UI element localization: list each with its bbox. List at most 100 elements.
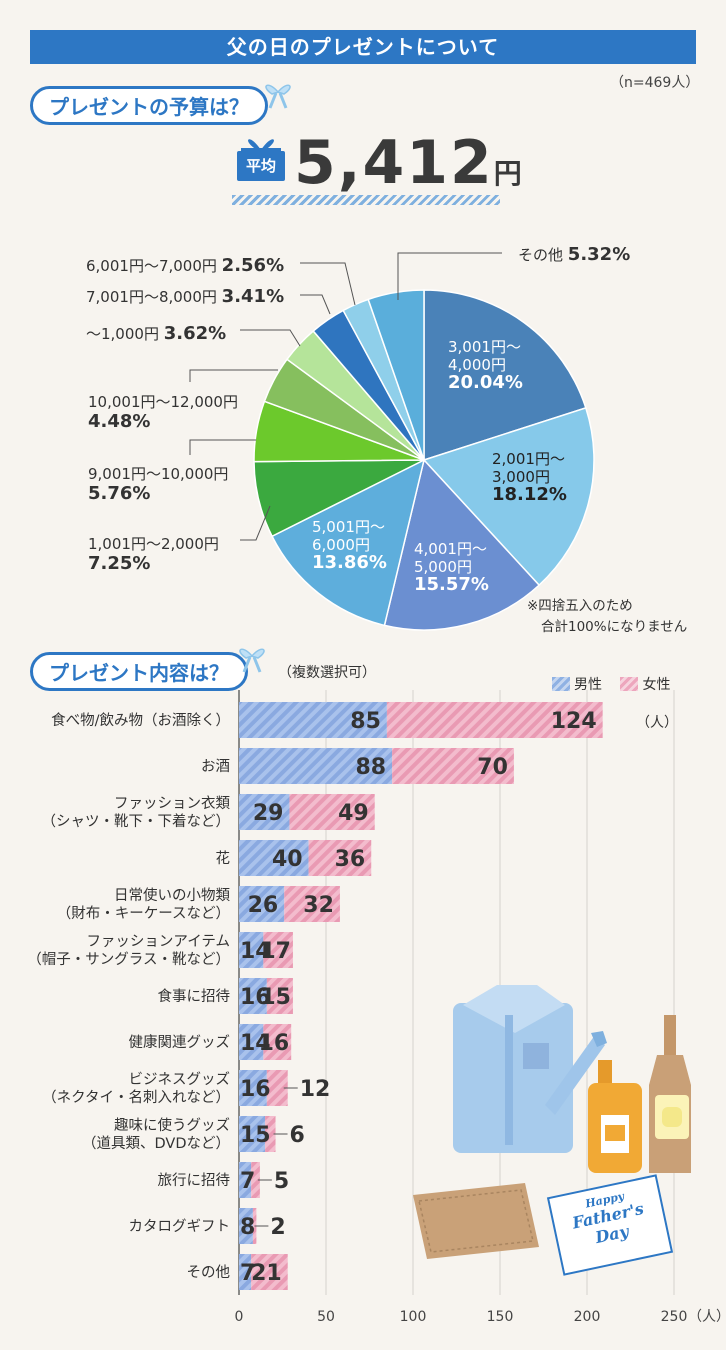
- bar-male-2: [239, 794, 290, 830]
- x-tick-label-200: 200: [574, 1309, 601, 1325]
- bar-male-9: [239, 1116, 266, 1152]
- bar-female-8: [266, 1070, 288, 1106]
- bar-female-10: [251, 1162, 260, 1198]
- ribbon-icon: [265, 84, 291, 109]
- page-title: 父の日のプレゼントについて: [30, 30, 696, 64]
- bar-male-value-9: 15: [240, 1123, 271, 1148]
- pie-leader-line-0: [397, 252, 502, 300]
- bar-female-1: [392, 748, 514, 784]
- bar-male-5: [239, 932, 264, 968]
- legend-swatch-male: [552, 677, 570, 691]
- bar-female-value-5: 17: [260, 939, 291, 964]
- ribbon-icon: [239, 648, 265, 673]
- pie-label-5001-6000-text: 5,001円～6,000円: [312, 518, 385, 554]
- x-tick-label-0: 0: [235, 1309, 244, 1325]
- rounding-note-line1: ※四捨五入のため: [527, 598, 633, 614]
- bar-female-value-9: 6: [290, 1123, 305, 1148]
- bar-female-9: [265, 1116, 276, 1152]
- category-label-3-0: 花: [216, 850, 231, 867]
- bar-female-2: [289, 794, 375, 830]
- pie-value-5001-6000: 13.86%: [312, 552, 387, 573]
- pie-value-7001-8000: 3.41%: [221, 286, 285, 307]
- gift-illustration: [413, 985, 691, 1259]
- pie-slice-1: [422, 406, 595, 587]
- bar-male-value-0: 85: [350, 709, 381, 734]
- category-label-6-0: 食事に招待: [158, 988, 231, 1005]
- x-tick-label-150: 150: [487, 1309, 514, 1325]
- category-label-9-1: （道具類、DVDなど）: [82, 1135, 230, 1152]
- pie-label-1001-2000-text: 1,001円～2,000円: [88, 535, 219, 553]
- bar-male-value-7: 14: [240, 1031, 271, 1056]
- sample-size: （n=469人）: [610, 75, 700, 91]
- legend-label-male: 男性: [574, 677, 602, 693]
- legend-swatch-female: [620, 677, 639, 691]
- pie-value-under-1000: 3.62%: [163, 323, 227, 344]
- pie-leader-line-6: [240, 505, 271, 541]
- category-label-2-1: （シャツ・靴下・下着など）: [42, 813, 231, 830]
- pie-label-9001-10000: 9,001円～10,000円 5.76%: [88, 464, 228, 504]
- pie-leader-line-1: [300, 262, 356, 306]
- bar-female-value-11: 2: [270, 1215, 285, 1240]
- pie-label-other-text: その他: [518, 246, 564, 264]
- pie-slice-3: [271, 458, 426, 627]
- sake-bottle-icon: [649, 1015, 691, 1173]
- pie-value-other: 5.32%: [567, 244, 631, 265]
- category-label-5-1: （帽子・サングラス・靴など）: [27, 951, 230, 968]
- category-label-7-0: 健康関連グッズ: [129, 1034, 231, 1051]
- pie-label-4001-5000-text: 4,001円～5,000円: [414, 540, 487, 576]
- x-tick-label-250: 250: [661, 1309, 688, 1325]
- wallet-icon: [413, 1183, 539, 1259]
- x-tick-label-100: 100: [400, 1309, 427, 1325]
- avg-badge: 平均: [237, 151, 285, 181]
- pie-label-1001-2000: 1,001円～2,000円 7.25%: [88, 534, 219, 574]
- legend: 男性 女性: [552, 674, 670, 694]
- bar-male-value-10: 7: [240, 1169, 255, 1194]
- category-label-11-0: カタログギフト: [129, 1218, 231, 1235]
- pie-label-6001-7000: 6,001円～7,000円 2.56%: [86, 255, 284, 276]
- pie-leader-line-4: [189, 369, 278, 382]
- category-label-4-0: 日常使いの小物類: [114, 887, 230, 904]
- necktie-icon: [545, 1031, 607, 1115]
- bar-male-1: [239, 748, 393, 784]
- pie-label-2001-3000: 2,001円～3,000円 18.12%: [492, 450, 576, 504]
- bar-male-8: [239, 1070, 267, 1106]
- pie-label-3001-4000-text: 3,001円～4,000円: [448, 338, 521, 374]
- bar-female-value-3: 36: [335, 847, 366, 872]
- pie-label-4001-5000: 4,001円～5,000円 15.57%: [414, 540, 498, 594]
- bar-male-value-1: 88: [355, 755, 386, 780]
- bar-male-6: [239, 978, 267, 1014]
- multi-select-note: （複数選択可）: [278, 665, 376, 681]
- avg-underline: [232, 195, 500, 205]
- category-label-8-1: （ネクタイ・名刺入れなど）: [42, 1089, 230, 1106]
- bar-female-value-1: 70: [477, 755, 508, 780]
- pie-label-9001-10000-text: 9,001円～10,000円: [88, 465, 229, 483]
- bar-male-value-8: 16: [240, 1077, 271, 1102]
- budget-pie-chart: [189, 252, 595, 631]
- pie-slice-10: [367, 289, 425, 461]
- pie-label-5001-6000: 5,001円～6,000円 13.86%: [312, 518, 396, 572]
- bar-female-value-10: 5: [274, 1169, 289, 1194]
- pie-label-6001-7000-text: 6,001円～7,000円: [86, 257, 217, 275]
- bar-male-0: [239, 702, 387, 738]
- pie-label-2001-3000-text: 2,001円～3,000円: [492, 450, 565, 486]
- category-label-0-0: 食べ物/飲み物（お酒除く）: [51, 712, 230, 729]
- pie-value-3001-4000: 20.04%: [448, 372, 523, 393]
- bar-male-value-11: 8: [240, 1215, 255, 1240]
- x-axis-unit: （人）: [688, 1309, 726, 1325]
- pie-value-9001-10000: 5.76%: [88, 483, 151, 504]
- content-heading: プレゼント内容は？: [30, 652, 248, 691]
- bar-male-value-12: 7: [240, 1261, 255, 1286]
- pie-slice-2: [383, 458, 541, 631]
- bar-male-10: [239, 1162, 252, 1198]
- category-label-5-0: ファッションアイテム: [86, 934, 230, 950]
- bar-male-value-3: 40: [272, 847, 303, 872]
- pie-label-7001-8000-text: 7,001円～8,000円: [86, 288, 217, 306]
- pie-value-10001-12000: 4.48%: [88, 411, 151, 432]
- avg-value: 5,412円: [294, 128, 524, 198]
- legend-label-female: 女性: [642, 677, 671, 693]
- category-label-4-1: （財布・キーケースなど）: [57, 905, 230, 922]
- pie-leader-line-2: [300, 294, 331, 315]
- bar-female-6: [266, 978, 293, 1014]
- pie-label-10001-12000: 10,001円～12,000円 4.48%: [88, 392, 238, 432]
- bar-female-5: [263, 932, 293, 968]
